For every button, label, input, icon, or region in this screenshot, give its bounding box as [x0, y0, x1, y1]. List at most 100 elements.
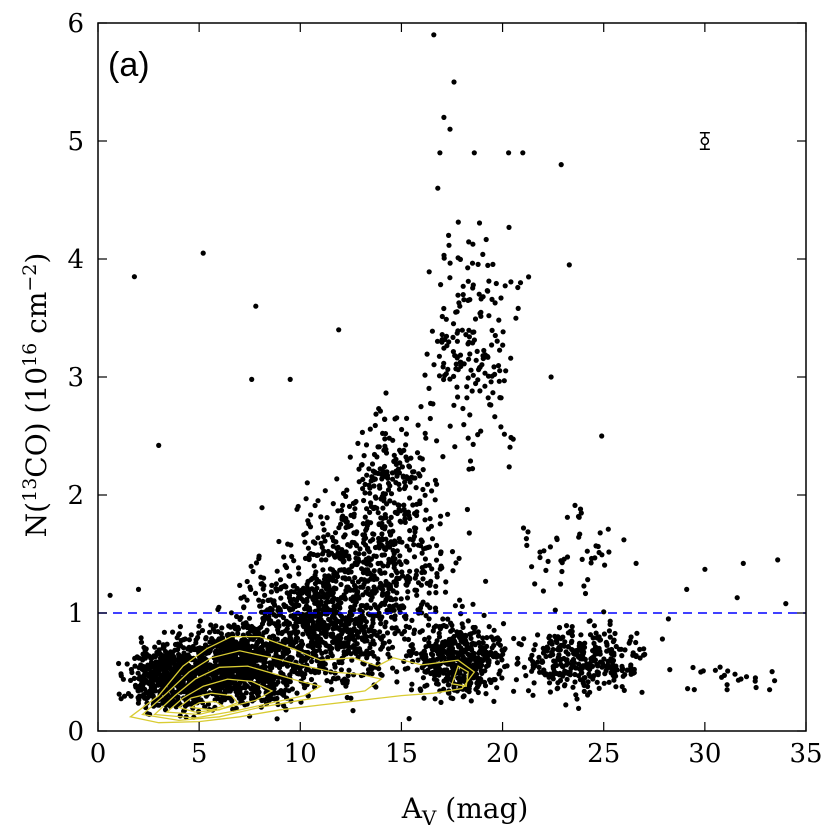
data-point — [324, 515, 330, 521]
data-point — [188, 647, 194, 654]
data-point — [467, 351, 473, 357]
data-point — [346, 667, 352, 673]
data-point — [490, 637, 497, 643]
data-point — [181, 666, 187, 672]
data-point — [370, 638, 376, 644]
data-point — [254, 663, 260, 669]
data-point — [470, 282, 476, 288]
data-point — [367, 509, 373, 515]
data-point — [379, 524, 385, 531]
data-point — [367, 485, 373, 491]
data-point — [330, 543, 336, 549]
data-point — [245, 623, 251, 629]
data-point — [364, 472, 370, 478]
data-point — [582, 675, 588, 681]
data-point — [374, 454, 380, 460]
data-point — [431, 32, 437, 38]
data-point — [529, 564, 535, 570]
data-point — [417, 605, 424, 611]
data-point — [373, 588, 379, 594]
data-point — [433, 590, 439, 596]
data-point — [262, 592, 268, 598]
data-point — [237, 582, 243, 589]
data-point — [395, 628, 401, 634]
data-point — [481, 612, 487, 619]
data-point — [563, 623, 570, 629]
data-point — [323, 623, 329, 629]
data-point — [440, 454, 446, 460]
data-point — [576, 705, 582, 712]
data-point — [539, 658, 545, 664]
y-axis-title-close: ) — [20, 253, 53, 264]
data-point — [401, 604, 407, 610]
data-point — [287, 607, 293, 613]
data-point — [424, 602, 430, 608]
data-point — [576, 653, 583, 659]
data-point — [307, 628, 313, 634]
data-point — [439, 337, 445, 343]
data-point — [482, 383, 488, 389]
data-point — [368, 605, 374, 611]
data-point — [413, 525, 419, 532]
data-point — [587, 618, 593, 624]
data-point — [461, 297, 467, 303]
data-point — [470, 624, 476, 631]
data-point — [407, 528, 413, 534]
data-point — [455, 219, 461, 225]
data-point — [606, 664, 612, 670]
data-point — [468, 698, 474, 704]
data-point — [273, 581, 279, 587]
data-point — [464, 384, 470, 390]
data-point — [572, 679, 578, 685]
data-point — [513, 315, 519, 321]
data-point — [480, 640, 486, 646]
data-point — [536, 654, 542, 660]
data-point — [502, 283, 508, 289]
data-point — [175, 646, 181, 653]
data-point — [634, 630, 640, 636]
data-point — [423, 644, 429, 650]
data-point — [411, 554, 418, 560]
data-point — [734, 595, 740, 601]
data-point — [288, 600, 295, 606]
data-point — [160, 642, 166, 648]
data-point — [471, 629, 477, 635]
data-point — [609, 646, 615, 653]
data-point — [577, 506, 584, 512]
data-point — [373, 684, 379, 690]
data-point — [388, 522, 394, 528]
data-point — [582, 656, 588, 663]
data-point — [367, 645, 373, 651]
data-point — [420, 675, 426, 681]
data-point — [584, 665, 590, 671]
data-point — [237, 640, 243, 647]
data-point — [319, 557, 325, 563]
data-point — [446, 682, 452, 688]
data-point — [418, 404, 424, 410]
data-point — [329, 645, 335, 652]
data-point — [465, 341, 471, 347]
data-point — [471, 650, 477, 657]
data-point — [349, 563, 355, 570]
data-point — [482, 683, 489, 689]
data-point — [559, 568, 565, 575]
data-point — [357, 607, 363, 613]
data-point — [340, 575, 346, 581]
data-point — [276, 538, 282, 545]
data-point — [435, 681, 441, 687]
data-point — [435, 185, 441, 191]
data-point — [594, 661, 600, 667]
data-point — [228, 610, 235, 616]
data-point — [633, 653, 639, 660]
data-point — [335, 573, 341, 580]
data-point — [329, 614, 335, 620]
data-point — [429, 536, 436, 542]
data-point — [376, 666, 382, 672]
data-point — [482, 668, 488, 674]
data-point — [537, 554, 543, 561]
axes: 0 5 10 15 20 25 30 35 0 1 2 3 4 5 6 — [67, 9, 822, 769]
data-point — [340, 680, 346, 686]
data-point — [453, 309, 459, 315]
data-point — [281, 554, 287, 560]
data-point — [570, 684, 576, 690]
